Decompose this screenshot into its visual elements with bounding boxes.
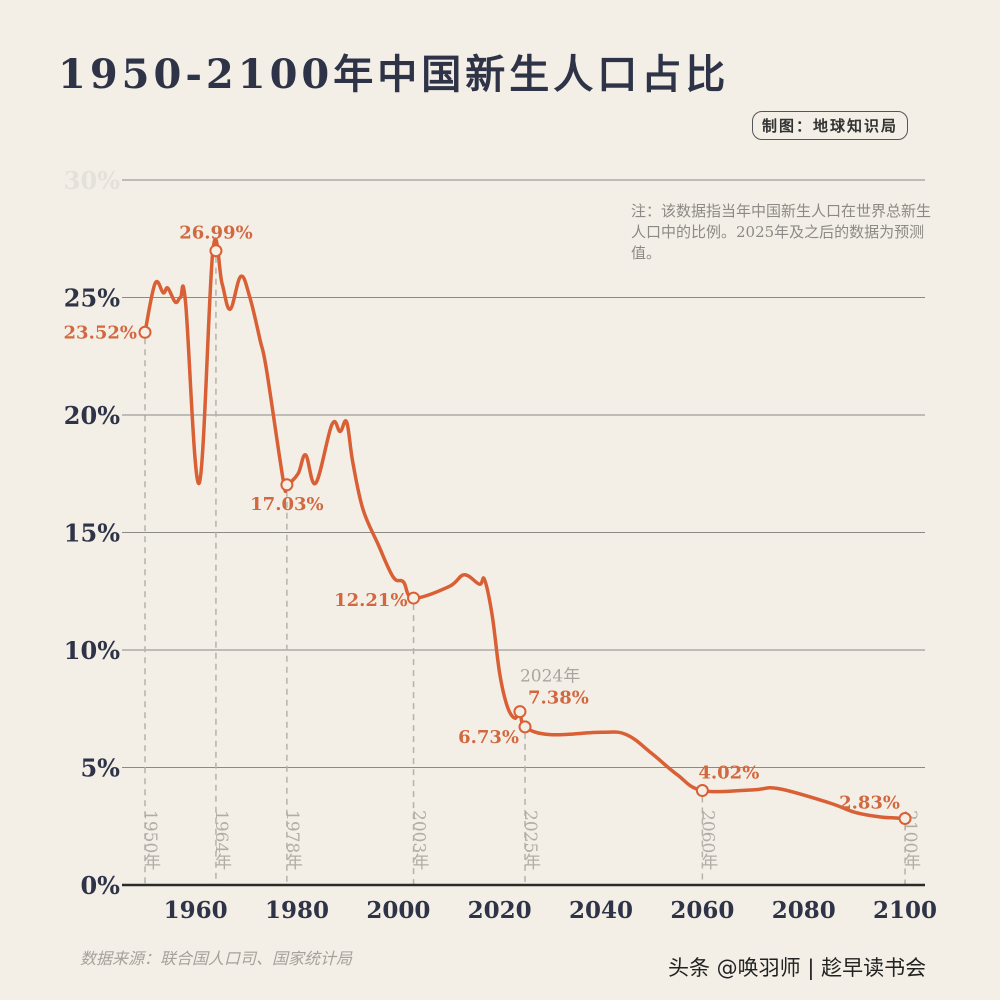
y-tick-label: 20%: [64, 401, 120, 430]
year-label: 2100年: [900, 810, 921, 870]
x-tick-label: 1960: [164, 897, 228, 924]
data-label: 7.38%: [528, 688, 589, 709]
x-tick-label: 2060: [670, 897, 734, 924]
year-label: 2003年: [409, 810, 430, 870]
x-tick-label: 2020: [468, 897, 532, 924]
data-source: 数据来源：联合国人口司、国家统计局: [80, 949, 353, 968]
year-label: 2060年: [697, 810, 718, 870]
y-tick-label: 0%: [80, 871, 120, 900]
data-point-marker: [695, 784, 709, 798]
y-tick-label: 15%: [64, 519, 120, 548]
data-label: 4.02%: [698, 763, 759, 784]
data-point-marker: [518, 720, 532, 734]
data-label: 26.99%: [179, 223, 252, 244]
year-label: 1964年: [211, 810, 232, 870]
data-label: 6.73%: [458, 727, 519, 748]
y-tick-label: 10%: [64, 636, 120, 665]
data-point-marker: [407, 591, 421, 605]
data-point-marker: [898, 811, 912, 825]
x-tick-label: 1980: [265, 897, 329, 924]
credit-badge: 制图：地球知识局: [752, 111, 909, 140]
x-tick-label: 2040: [569, 897, 633, 924]
y-tick-label: 25%: [64, 284, 120, 313]
data-label: 17.03%: [250, 494, 323, 515]
x-tick-label: 2000: [366, 897, 430, 924]
x-tick-label: 2080: [772, 897, 836, 924]
data-point-marker: [138, 325, 152, 339]
y-tick-label: 5%: [80, 754, 120, 783]
year-label: 2024年: [520, 667, 580, 687]
data-label: 2.83%: [839, 792, 900, 813]
data-label: 23.52%: [64, 322, 137, 343]
year-label: 1950年: [140, 810, 161, 870]
year-label: 2025年: [520, 810, 541, 870]
page-title: 1950-2100年中国新生人口占比: [58, 51, 730, 98]
data-label: 12.21%: [334, 590, 407, 611]
series-line: [143, 237, 906, 821]
data-point-marker: [513, 705, 527, 719]
y-tick-label: 30%: [64, 166, 120, 195]
data-point-marker: [209, 244, 223, 258]
chart-note: 注：该数据指当年中国新生人口在世界总新生人口中的比例。2025年及之后的数据为预…: [631, 202, 932, 262]
x-tick-label: 2100: [873, 897, 937, 924]
year-label: 1978年: [282, 810, 303, 870]
watermark: 头条 @唤羽师 | 趁早读书会: [668, 956, 927, 980]
data-point-marker: [280, 478, 294, 492]
